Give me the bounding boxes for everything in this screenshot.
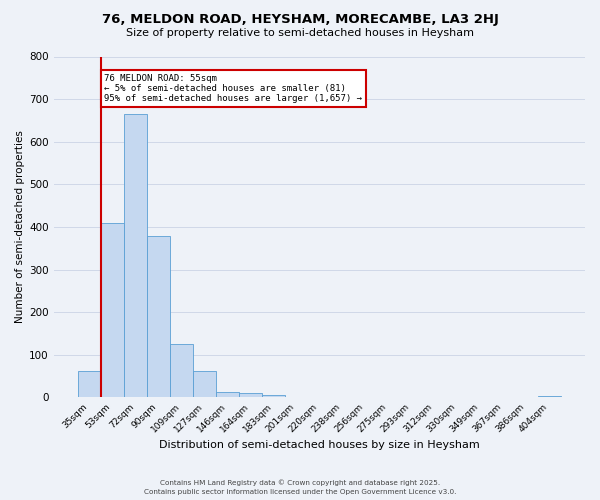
Text: Size of property relative to semi-detached houses in Heysham: Size of property relative to semi-detach… (126, 28, 474, 38)
X-axis label: Distribution of semi-detached houses by size in Heysham: Distribution of semi-detached houses by … (159, 440, 480, 450)
Bar (538, 396, 561, 398)
Text: 76 MELDON ROAD: 55sqm
← 5% of semi-detached houses are smaller (81)
95% of semi-: 76 MELDON ROAD: 55sqm ← 5% of semi-detac… (104, 74, 362, 104)
Text: 76, MELDON ROAD, HEYSHAM, MORECAMBE, LA3 2HJ: 76, MELDON ROAD, HEYSHAM, MORECAMBE, LA3… (101, 12, 499, 26)
Text: Contains public sector information licensed under the Open Government Licence v3: Contains public sector information licen… (144, 489, 456, 495)
Bar (262, 396, 285, 398)
Bar (170, 344, 193, 398)
Text: Contains HM Land Registry data © Crown copyright and database right 2025.: Contains HM Land Registry data © Crown c… (160, 480, 440, 486)
Bar (124, 114, 147, 398)
Bar (147, 236, 170, 398)
Bar (216, 392, 239, 398)
Bar (193, 371, 216, 398)
Bar (101, 222, 124, 398)
Bar (239, 393, 262, 398)
Y-axis label: Number of semi-detached properties: Number of semi-detached properties (15, 130, 25, 324)
Bar (78, 370, 101, 398)
